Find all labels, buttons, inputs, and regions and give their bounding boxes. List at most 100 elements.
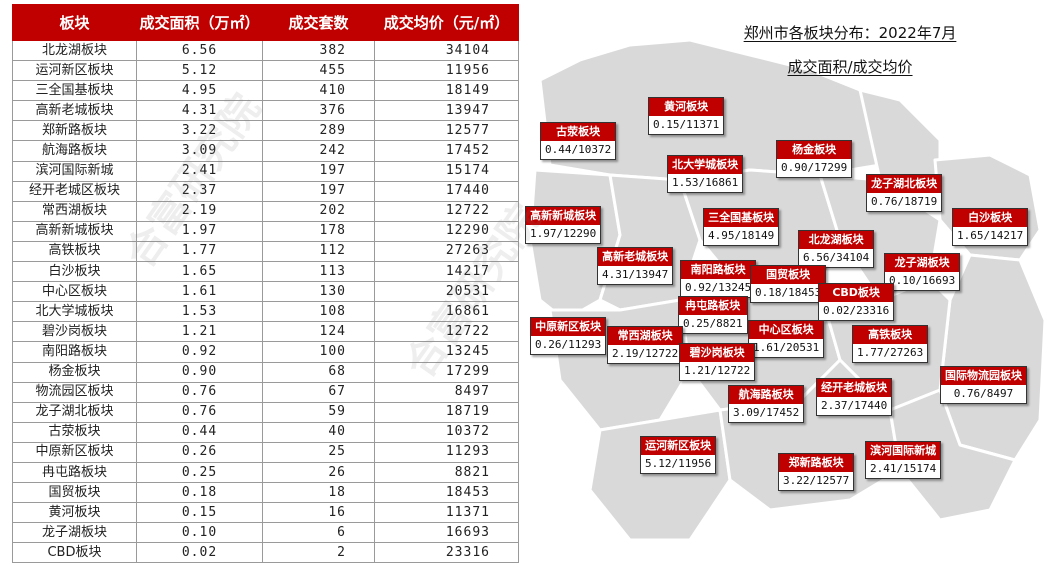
cell-district: 冉屯路板块 [12, 461, 137, 484]
cell-district: 运河新区板块 [12, 60, 137, 82]
cell-area: 0.92 [136, 341, 263, 363]
cell-price: 23316 [374, 542, 519, 564]
district-label-value: 3.09/17452 [733, 406, 800, 419]
district-label: 高铁板块 1.77/27263 [852, 325, 929, 363]
cell-price: 8497 [374, 381, 519, 403]
cell-district: 滨河国际新城 [12, 160, 137, 182]
cell-price: 13245 [374, 341, 519, 363]
cell-area: 4.95 [136, 80, 263, 102]
table-row: 滨河国际新城 2.41 197 15174 [12, 160, 519, 182]
cell-price: 34104 [374, 39, 519, 62]
district-label-value: 0.44/10372 [545, 143, 612, 156]
district-label: 白沙板块 1.65/14217 [952, 208, 1029, 246]
col-header-area: 成交面积（万㎡） [136, 4, 263, 41]
cell-area: 2.19 [136, 200, 263, 222]
cell-price: 20531 [374, 281, 519, 303]
district-label: 常西湖板块 2.19/12722 [607, 326, 684, 364]
district-label-value: 3.22/12577 [783, 474, 850, 487]
district-label: 古荥板块 0.44/10372 [540, 122, 617, 160]
district-label: 经开老城板块 2.37/17440 [816, 378, 893, 416]
cell-area: 2.37 [136, 180, 263, 202]
cell-area: 6.56 [136, 39, 263, 62]
cell-district: 北大学城板块 [12, 301, 137, 323]
cell-units: 455 [262, 60, 375, 82]
district-label: 三全国基板块 4.95/18149 [703, 208, 780, 246]
district-label-name: 中心区板块 [749, 321, 824, 339]
district-label: 碧沙岗板块 1.21/12722 [679, 343, 756, 381]
table-row: 中原新区板块 0.26 25 11293 [12, 441, 519, 463]
district-label-value: 0.92/13245 [685, 281, 752, 294]
cell-price: 12577 [374, 120, 519, 142]
table-row: 郑新路板块 3.22 289 12577 [12, 120, 519, 142]
cell-district: 黄河板块 [12, 502, 137, 524]
cell-units: 178 [262, 220, 375, 242]
cell-price: 16861 [374, 301, 519, 323]
cell-units: 382 [262, 39, 375, 62]
cell-units: 376 [262, 100, 375, 122]
district-label-name: 中原新区板块 [531, 318, 606, 336]
cell-units: 113 [262, 261, 375, 283]
cell-district: 中心区板块 [12, 281, 137, 303]
cell-area: 3.09 [136, 140, 263, 162]
district-label-value: 1.77/27263 [857, 346, 924, 359]
cell-district: 郑新路板块 [12, 120, 137, 142]
cell-price: 11371 [374, 502, 519, 524]
cell-units: 242 [262, 140, 375, 162]
cell-units: 16 [262, 502, 375, 524]
district-label-name: CBD板块 [819, 284, 894, 302]
cell-area: 1.97 [136, 220, 263, 242]
cell-area: 1.61 [136, 281, 263, 303]
district-label-name: 黄河板块 [649, 98, 724, 116]
table-row: 三全国基板块 4.95 410 18149 [12, 80, 519, 102]
district-label: 中原新区板块 0.26/11293 [530, 317, 607, 355]
cell-price: 12722 [374, 200, 519, 222]
deal-table: 板块 成交面积（万㎡） 成交套数 成交均价（元/㎡） 北龙湖板块 6.56 382 3… [12, 4, 519, 564]
cell-district: 白沙板块 [12, 261, 137, 283]
district-label: 航海路板块 3.09/17452 [728, 385, 805, 423]
cell-units: 40 [262, 421, 375, 443]
district-label-value: 0.26/11293 [535, 338, 602, 351]
cell-price: 16693 [374, 522, 519, 544]
cell-units: 25 [262, 441, 375, 463]
district-label: 高新老城板块 4.31/13947 [597, 247, 674, 285]
cell-district: 常西湖板块 [12, 200, 137, 222]
district-label-value: 5.12/11956 [645, 457, 712, 470]
district-label-name: 常西湖板块 [608, 327, 683, 345]
table-row: 碧沙岗板块 1.21 124 12722 [12, 321, 519, 343]
cell-district: 经开老城区板块 [12, 180, 137, 202]
cell-units: 6 [262, 522, 375, 544]
table-row: 黄河板块 0.15 16 11371 [12, 502, 519, 524]
cell-units: 410 [262, 80, 375, 102]
district-label-name: 经开老城板块 [817, 379, 892, 397]
cell-price: 18453 [374, 482, 519, 504]
cell-price: 18149 [374, 80, 519, 102]
cell-units: 68 [262, 361, 375, 383]
district-label: 滨河国际新城 2.41/15174 [865, 441, 942, 479]
table-row: 高铁板块 1.77 112 27263 [12, 240, 519, 263]
cell-area: 0.25 [136, 461, 263, 484]
district-label: 南阳路板块 0.92/13245 [680, 260, 757, 298]
district-label: 冉屯路板块 0.25/8821 [678, 296, 748, 334]
district-label: 运河新区板块 5.12/11956 [640, 436, 717, 474]
district-label-value: 4.31/13947 [602, 268, 669, 281]
district-label: 龙子湖板块 0.10/16693 [884, 253, 961, 291]
cell-price: 8821 [374, 461, 519, 484]
table-row: 杨金板块 0.90 68 17299 [12, 361, 519, 383]
district-label-value: 1.53/16861 [672, 176, 739, 189]
district-label-value: 0.76/8497 [953, 387, 1014, 400]
cell-area: 1.53 [136, 301, 263, 323]
district-label: CBD板块 0.02/23316 [818, 283, 895, 321]
district-label-name: 国贸板块 [751, 266, 826, 284]
district-label-name: 杨金板块 [777, 141, 852, 159]
district-label-name: 国际物流园板块 [941, 367, 1026, 385]
district-label: 郑新路板块 3.22/12577 [778, 453, 855, 491]
cell-area: 0.10 [136, 522, 263, 544]
map-region-south [588, 408, 732, 542]
cell-district: 中原新区板块 [12, 441, 137, 463]
district-label-name: 航海路板块 [729, 386, 804, 404]
cell-district: 三全国基板块 [12, 80, 137, 102]
table-row: 中心区板块 1.61 130 20531 [12, 281, 519, 303]
cell-units: 130 [262, 281, 375, 303]
table-row: 冉屯路板块 0.25 26 8821 [12, 461, 519, 484]
cell-units: 202 [262, 200, 375, 222]
